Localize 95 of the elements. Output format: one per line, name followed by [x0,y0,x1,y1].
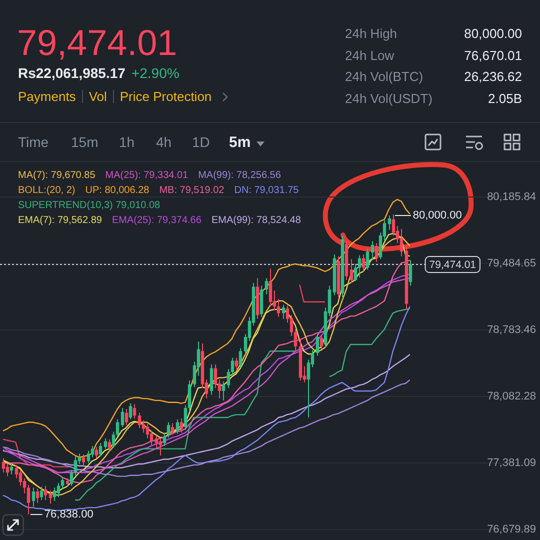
candlestick [128,402,132,420]
candlestick [124,408,128,426]
candlestick [150,430,154,446]
candlestick [142,420,146,434]
candlestick [158,438,162,456]
candlestick [112,431,116,448]
candlestick [94,446,98,459]
annotation: 76,838.00 [44,508,94,521]
text: 80,000.00 [464,26,522,43]
text: Price Protection [112,89,218,104]
candlestick [230,357,234,376]
text: 5m [229,134,251,152]
text: UP: 80,006.28 [85,185,150,196]
candlestick [188,380,192,412]
candlestick [358,254,362,278]
candlestick [14,464,18,479]
candlestick [70,470,74,486]
candlestick [176,418,180,434]
candlestick [354,263,358,282]
y-tick-label: 77,381.09 [487,456,536,469]
text: EMA(7): 79,562.89 [18,215,102,226]
text: 79,474.01 [429,258,476,271]
text: 4h [156,134,172,150]
candlestick [362,254,366,272]
text: Vol [82,89,113,104]
candlestick [90,445,94,458]
text: Time [18,134,49,150]
candlestick [234,357,238,370]
candlestick [276,298,280,318]
y-tick-label: 79,484.65 [487,258,536,270]
candlestick [108,438,112,452]
candlestick [146,424,150,439]
candlestick [294,328,298,351]
text: EMA(25): 79,374.66 [112,215,202,226]
text: 1h [119,134,135,150]
candlestick [184,404,188,430]
text: +2.90% [131,65,180,81]
text: 26,236.62 [464,69,522,86]
candlestick [104,438,108,450]
candlestick [132,404,136,419]
text: 76,670.01 [464,48,522,64]
candlestick [180,418,184,434]
candlestick [226,368,230,389]
candlestick [320,334,324,350]
text: 15m [71,134,98,150]
candlestick [52,487,56,502]
candlestick [350,258,354,284]
candlestick [238,348,242,368]
candlestick [214,364,218,389]
candlestick [316,334,320,356]
text: EMA(99): 78,524.48 [211,215,301,226]
text: 79,474.01 [17,22,178,64]
candlestick [2,458,6,474]
text: MA(99): 78,256.56 [198,170,281,181]
text: MA(25): 79,334.01 [105,170,188,181]
text: 24h High [345,26,398,43]
text: 24h Vol(USDT) [345,90,432,108]
candlestick [36,488,40,504]
text: 24h Vol(BTC) [345,69,424,86]
text: MA(7): 79,670.85 [18,170,96,181]
text: Payments [18,89,77,104]
candlestick [40,486,44,500]
text: Rs22,061,985.17 [18,65,126,81]
candlestick [32,487,36,508]
text: DN: 79,031.75 [234,185,299,196]
candlestick [116,418,120,437]
candlestick [44,485,48,500]
y-tick-label: 76,679.89 [487,523,536,536]
text: 24h Low [345,48,394,64]
candlestick [264,278,268,295]
candlestick [18,470,22,486]
candlestick [6,463,10,477]
candlestick [60,476,64,490]
candlestick [222,380,226,401]
candlestick [282,304,286,320]
text: BOLL:(20, 2) [18,185,76,196]
y-tick-label: 78,783.46 [487,324,536,336]
candlestick [138,412,142,428]
candlestick [26,484,30,515]
text: MB: 79,519.02 [159,185,224,196]
y-tick-label: 80,185.84 [487,191,536,204]
text: 2.05B [488,90,522,108]
candlestick [98,442,102,457]
candlestick [408,260,412,286]
candlestick [268,268,272,306]
candlestick [120,408,124,428]
candlestick [166,422,170,438]
candlestick [210,364,214,396]
candlestick [86,450,90,464]
text: 1D [192,134,210,150]
text: SUPERTREND(10,3) 79,010.08 [18,200,160,211]
y-tick-label: 78,082.28 [487,390,536,402]
candlestick [162,433,166,446]
candlestick [74,456,78,476]
candlestick [56,482,60,498]
